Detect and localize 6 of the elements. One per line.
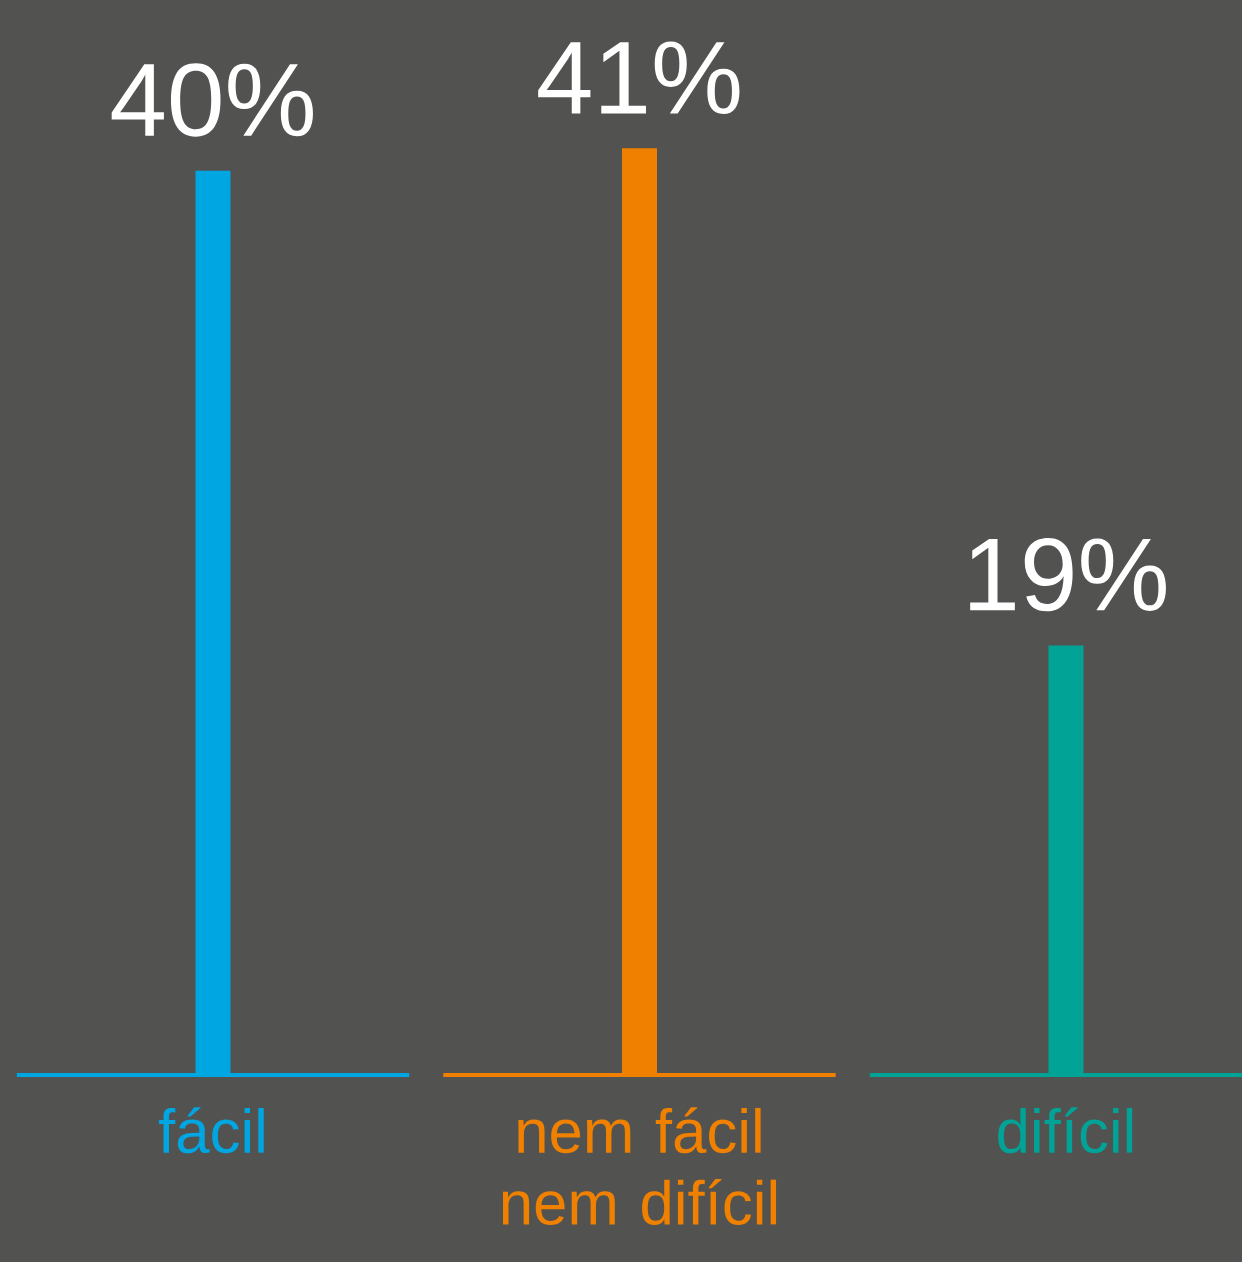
data-label: 40% [111,63,313,137]
x-tick-label: difícil [998,1107,1133,1154]
data-label: 41% [538,41,740,115]
x-tick-label: nem fácil nem difícil [502,1107,777,1226]
x-tick-label: fácil [158,1107,264,1154]
data-label: 19% [970,537,1166,612]
